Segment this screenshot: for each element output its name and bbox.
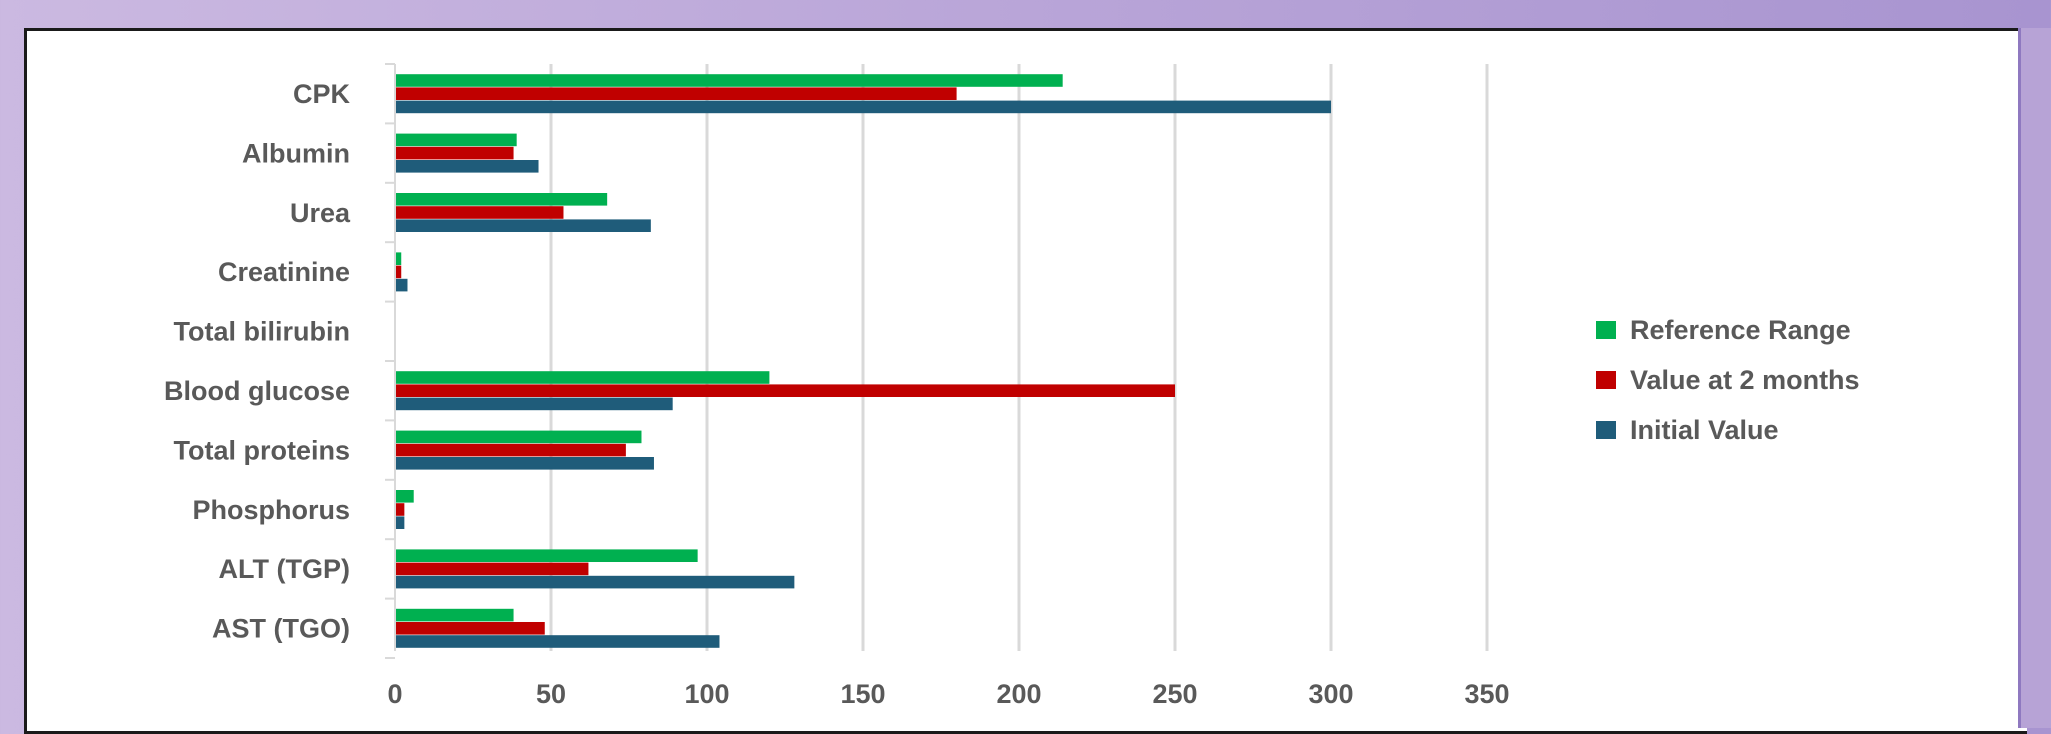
category-labels: CPK Albumin Urea Creatinine Total bilirubin B… bbox=[164, 79, 351, 644]
x-tick-label: 50 bbox=[536, 679, 566, 709]
category-label: Phosphorus bbox=[192, 495, 350, 525]
legend-swatch bbox=[1596, 421, 1616, 439]
x-tick-label: 150 bbox=[840, 679, 885, 709]
bar-initial-value bbox=[395, 457, 654, 470]
x-tick-label: 0 bbox=[387, 679, 402, 709]
bar-reference-range bbox=[395, 252, 402, 265]
gridlines bbox=[549, 64, 1489, 651]
x-tick-label: 100 bbox=[684, 679, 729, 709]
legend-label: Reference Range bbox=[1630, 315, 1851, 345]
legend-swatch bbox=[1596, 371, 1616, 389]
x-tick-label: 300 bbox=[1308, 679, 1353, 709]
category-label: Albumin bbox=[242, 138, 350, 168]
bar-initial-value bbox=[395, 278, 408, 292]
bar-reference-range bbox=[395, 490, 414, 503]
bar-initial-value bbox=[395, 516, 405, 529]
category-label: ALT (TGP) bbox=[219, 554, 350, 584]
category-label: Creatinine bbox=[218, 257, 350, 287]
bar-value-at-2-months bbox=[395, 265, 402, 279]
bar-reference-range bbox=[395, 430, 642, 444]
legend-label: Initial Value bbox=[1630, 415, 1779, 445]
bar-value-at-2-months bbox=[395, 87, 957, 100]
bar-value-at-2-months bbox=[395, 384, 1175, 397]
bar-value-at-2-months bbox=[395, 562, 589, 576]
category-label: Total proteins bbox=[173, 435, 350, 465]
bar-initial-value bbox=[395, 575, 795, 589]
category-axis bbox=[385, 63, 396, 659]
bar-reference-range bbox=[395, 371, 770, 384]
bar-initial-value bbox=[395, 635, 720, 648]
bar-value-at-2-months bbox=[395, 622, 545, 635]
legend-swatch bbox=[1596, 321, 1616, 339]
bar-value-at-2-months bbox=[395, 503, 405, 516]
bar-value-at-2-months bbox=[395, 206, 564, 219]
bar-reference-range bbox=[395, 74, 1063, 87]
slide-right-edge bbox=[2018, 28, 2051, 728]
bar-reference-range bbox=[395, 549, 698, 562]
category-label: CPK bbox=[293, 79, 351, 109]
x-tick-label: 250 bbox=[1152, 679, 1197, 709]
category-label: AST (TGO) bbox=[212, 614, 350, 644]
category-label: Total bilirubin bbox=[174, 317, 350, 347]
legend-label: Value at 2 months bbox=[1630, 365, 1860, 395]
bar-reference-range bbox=[395, 133, 517, 147]
legend: Reference Range Value at 2 months Initial … bbox=[1596, 315, 1860, 445]
bar-value-at-2-months bbox=[395, 443, 626, 457]
bar-reference-range bbox=[395, 608, 514, 622]
bar-initial-value bbox=[395, 219, 651, 232]
x-tick-label: 350 bbox=[1464, 679, 1509, 709]
bars bbox=[395, 74, 1331, 648]
bar-initial-value bbox=[395, 160, 539, 173]
category-label: Blood glucose bbox=[164, 376, 350, 406]
category-label: Urea bbox=[290, 198, 351, 228]
bar-value-at-2-months bbox=[395, 146, 514, 160]
tick-labels: 0 50 100 150 200 250 300 350 bbox=[387, 679, 1509, 709]
bar-initial-value bbox=[395, 397, 673, 411]
x-tick-label: 200 bbox=[996, 679, 1041, 709]
bar-reference-range bbox=[395, 193, 608, 206]
chart-area bbox=[34, 31, 2012, 721]
bar-chart: CPK Albumin Urea Creatinine Total bilirubin B… bbox=[164, 63, 1860, 709]
bar-initial-value bbox=[395, 100, 1331, 114]
